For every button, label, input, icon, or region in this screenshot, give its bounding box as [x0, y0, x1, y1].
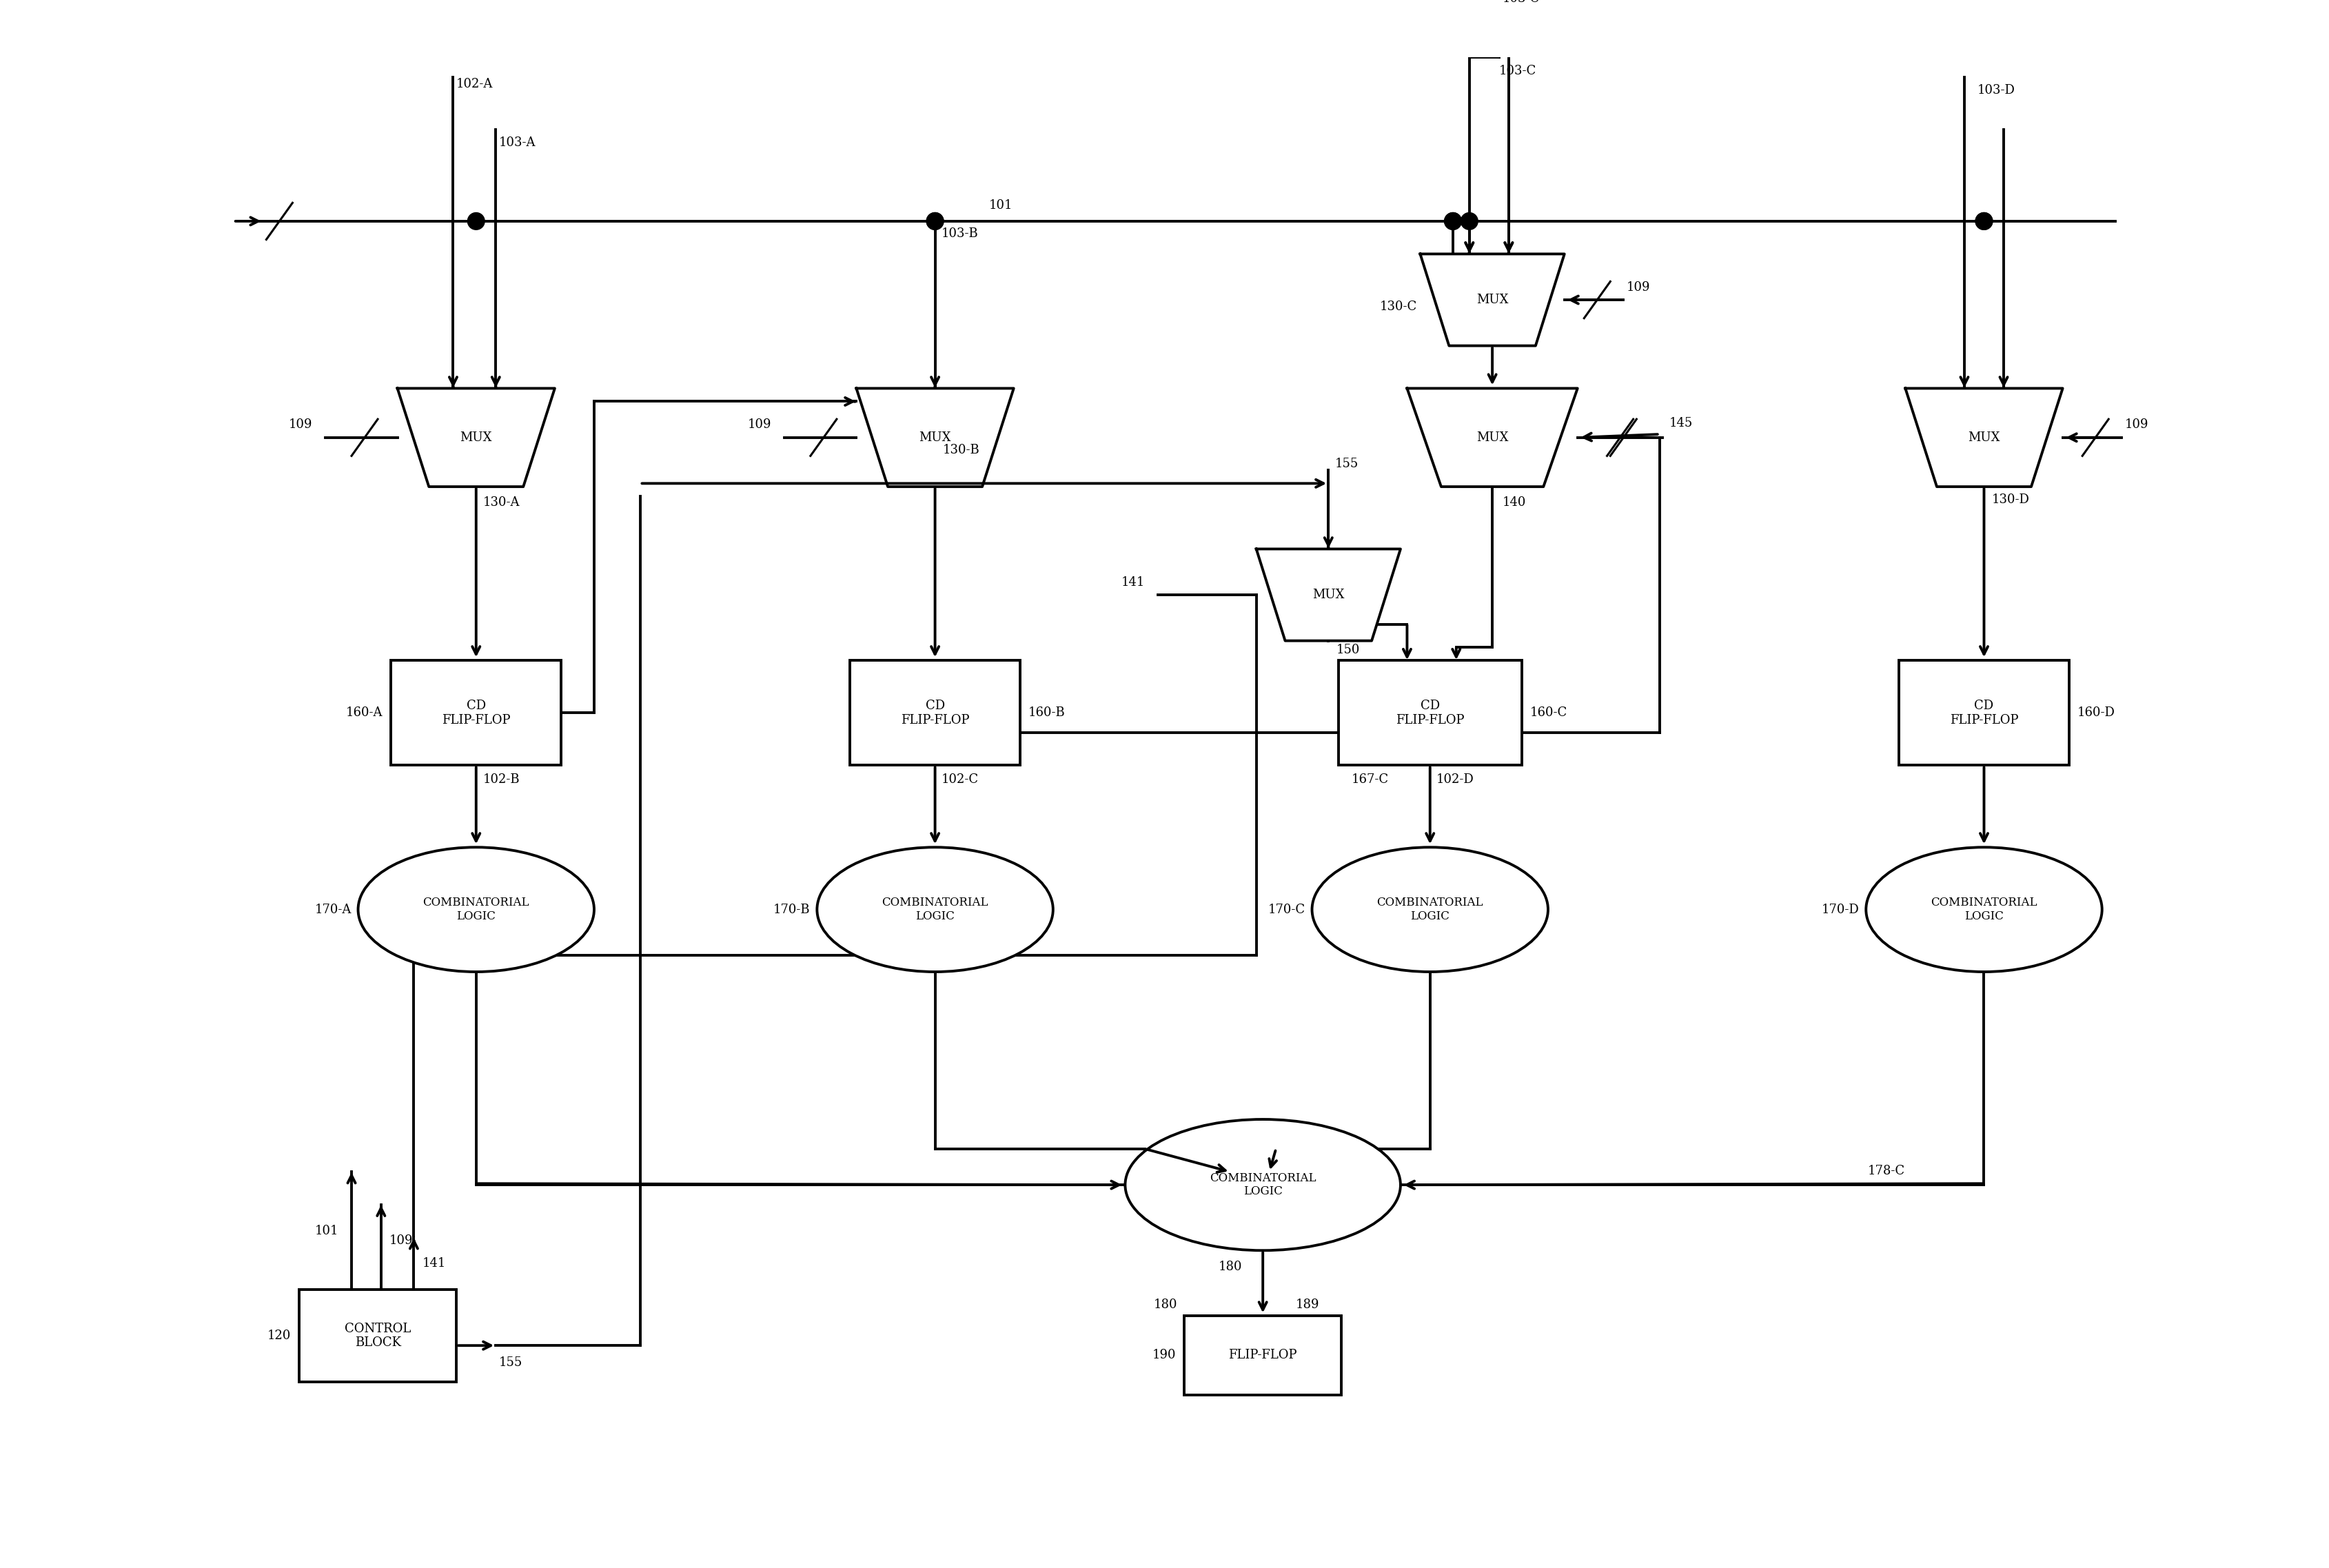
Text: 150: 150 [1337, 644, 1360, 657]
Text: 189: 189 [1295, 1298, 1321, 1311]
FancyBboxPatch shape [850, 660, 1020, 765]
Polygon shape [1407, 389, 1577, 486]
Text: FLIP-FLOP: FLIP-FLOP [1230, 1348, 1297, 1361]
Text: COMBINATORIAL
LOGIC: COMBINATORIAL LOGIC [424, 897, 529, 922]
Text: 180: 180 [1218, 1261, 1241, 1273]
Text: MUX: MUX [1477, 431, 1509, 444]
Text: MUX: MUX [1968, 431, 2001, 444]
Text: 103-A: 103-A [498, 136, 536, 149]
Text: 130-A: 130-A [482, 497, 519, 510]
Text: COMBINATORIAL
LOGIC: COMBINATORIAL LOGIC [1931, 897, 2038, 922]
Text: 170-A: 170-A [314, 903, 352, 916]
Ellipse shape [1125, 1120, 1400, 1250]
Ellipse shape [1311, 847, 1549, 972]
Text: 109: 109 [748, 419, 771, 431]
Text: 130-C: 130-C [1379, 299, 1416, 312]
Text: 102-A: 102-A [456, 78, 494, 89]
FancyBboxPatch shape [1183, 1316, 1342, 1394]
Text: 180: 180 [1153, 1298, 1178, 1311]
Text: 167-C: 167-C [1351, 773, 1388, 786]
Text: 109: 109 [389, 1234, 412, 1247]
Text: 170-D: 170-D [1821, 903, 1859, 916]
Text: 120: 120 [268, 1330, 291, 1342]
Ellipse shape [817, 847, 1053, 972]
Text: CD
FLIP-FLOP: CD FLIP-FLOP [1395, 699, 1465, 726]
Text: 170-B: 170-B [773, 903, 810, 916]
Circle shape [927, 213, 943, 229]
Ellipse shape [1866, 847, 2103, 972]
Circle shape [1444, 213, 1463, 229]
Text: COMBINATORIAL
LOGIC: COMBINATORIAL LOGIC [1209, 1173, 1316, 1198]
Text: 109: 109 [2124, 419, 2150, 431]
Text: 141: 141 [1120, 575, 1146, 588]
Text: 102-D: 102-D [1437, 773, 1474, 786]
Text: 130-B: 130-B [943, 444, 981, 456]
Circle shape [1444, 213, 1463, 229]
FancyBboxPatch shape [1339, 660, 1521, 765]
Text: 101: 101 [990, 199, 1013, 212]
Text: 103-C: 103-C [1500, 64, 1537, 77]
Text: 145: 145 [1670, 417, 1693, 430]
Text: CD
FLIP-FLOP: CD FLIP-FLOP [1949, 699, 2019, 726]
FancyBboxPatch shape [298, 1290, 456, 1381]
Text: 160-A: 160-A [347, 707, 382, 720]
Text: 109: 109 [1626, 281, 1651, 293]
Text: 155: 155 [498, 1356, 522, 1369]
Text: 160-B: 160-B [1027, 707, 1064, 720]
Text: COMBINATORIAL
LOGIC: COMBINATORIAL LOGIC [883, 897, 987, 922]
Polygon shape [1421, 254, 1565, 345]
Text: 155: 155 [1335, 458, 1358, 470]
Circle shape [1460, 213, 1479, 229]
Text: COMBINATORIAL
LOGIC: COMBINATORIAL LOGIC [1376, 897, 1484, 922]
Text: MUX: MUX [1477, 293, 1509, 306]
Ellipse shape [359, 847, 594, 972]
Text: 130-D: 130-D [1991, 494, 2029, 505]
Text: 140: 140 [1502, 497, 1525, 510]
Text: 109: 109 [289, 419, 312, 431]
Circle shape [1975, 213, 1994, 229]
FancyBboxPatch shape [391, 660, 561, 765]
Circle shape [927, 213, 943, 229]
Text: CONTROL
BLOCK: CONTROL BLOCK [345, 1322, 410, 1348]
Text: 141: 141 [422, 1258, 447, 1270]
Text: 170-C: 170-C [1269, 903, 1307, 916]
Circle shape [468, 213, 484, 229]
Text: CD
FLIP-FLOP: CD FLIP-FLOP [443, 699, 510, 726]
Text: 102-C: 102-C [941, 773, 978, 786]
Polygon shape [1255, 549, 1400, 641]
Text: CD
FLIP-FLOP: CD FLIP-FLOP [901, 699, 969, 726]
Text: 190: 190 [1153, 1348, 1176, 1361]
Polygon shape [857, 389, 1013, 486]
Text: MUX: MUX [461, 431, 491, 444]
Text: MUX: MUX [920, 431, 950, 444]
Circle shape [1975, 213, 1994, 229]
FancyBboxPatch shape [1898, 660, 2068, 765]
Polygon shape [1905, 389, 2063, 486]
Text: 103-B: 103-B [941, 227, 978, 240]
Text: 160-D: 160-D [2077, 707, 2115, 720]
Text: 103-C: 103-C [1502, 0, 1539, 5]
Text: 160-C: 160-C [1530, 707, 1567, 720]
Text: 101: 101 [314, 1225, 338, 1237]
Text: 102-B: 102-B [482, 773, 519, 786]
Polygon shape [398, 389, 554, 486]
Text: 178-C: 178-C [1868, 1165, 1905, 1178]
Text: 103-D: 103-D [1977, 85, 2015, 97]
Text: MUX: MUX [1311, 588, 1344, 601]
